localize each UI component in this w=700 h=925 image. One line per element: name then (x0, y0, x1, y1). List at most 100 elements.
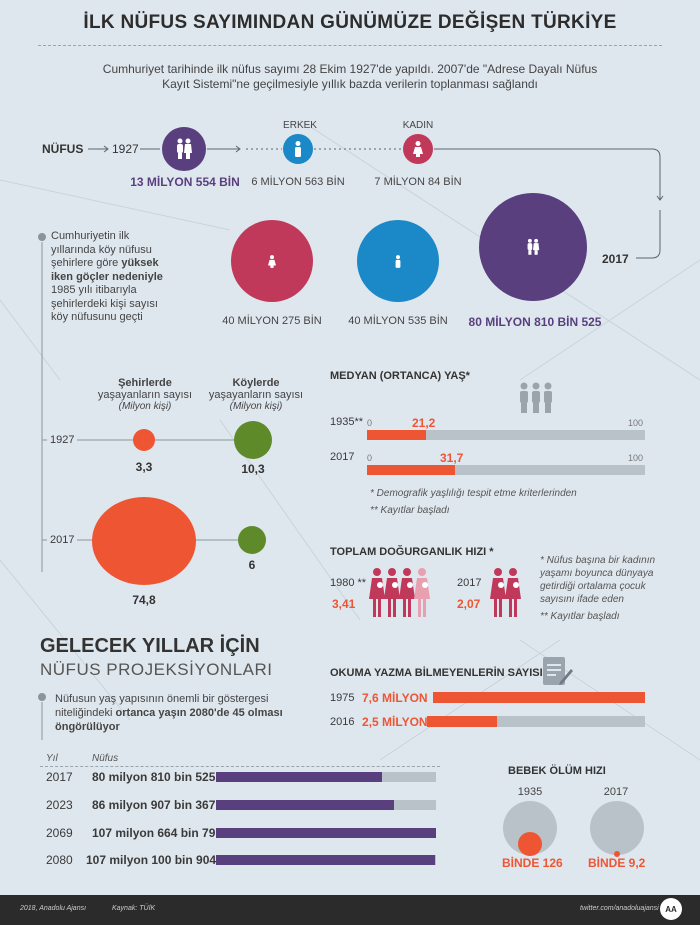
total-1927-circle (162, 127, 206, 171)
male-1927-value: 6 MİLYON 563 BİN (251, 176, 345, 188)
infant-year-2: 2017 (603, 786, 629, 798)
projection-col-pop: Nüfus (92, 753, 119, 764)
village-2017-circle (238, 526, 266, 554)
infant-value-2: BİNDE 9,2 (588, 856, 646, 870)
fertility-note-2: yaşamı boyunca dünyaya (540, 568, 654, 579)
projection-bar-fill (216, 772, 382, 782)
projection-row: 2017 80 milyon 810 bin 525 (46, 770, 441, 790)
median-year: 1935** (330, 416, 364, 428)
median-max: 100 (628, 418, 644, 428)
female-1927-value: 7 MİLYON 84 BİN (374, 176, 462, 188)
city-1927-circle (133, 429, 155, 451)
year-2017: 2017 (602, 252, 629, 266)
median-row-2: 2017 0 100 31,7 (330, 445, 645, 475)
infant-value-1: BİNDE 126 (502, 856, 563, 870)
projection-pop: 107 milyon 100 bin 904 (86, 853, 217, 867)
literacy-row: 1975 7,6 MİLYON (330, 690, 645, 710)
literacy-bar-fill (433, 692, 645, 703)
footer-copyright: 2018, Anadolu Ajansı (20, 905, 87, 912)
median-value: 31,7 (440, 451, 464, 465)
fertility-notes: * Nüfus başına bir kadının yaşamı boyunc… (540, 554, 655, 623)
infant-2017-rate-dot (614, 851, 620, 857)
projection-pop: 107 milyon 664 bin 79 (92, 826, 216, 840)
aa-logo-icon: AA (660, 898, 682, 920)
projection-row: 2080 107 milyon 100 bin 904 (46, 853, 441, 873)
projection-text-3: öngörülüyor (55, 721, 120, 733)
projection-text-2: niteliğindeki ortanca yaşın 2080'de 45 o… (55, 706, 283, 720)
page-subtitle: Cumhuriyet tarihinde ilk nüfus sayımı 28… (60, 62, 640, 92)
subtitle-line-2: Kayıt Sistemi"ne geçilmesiyle yıllık baz… (162, 77, 538, 91)
projection-title: GELECEK YILLAR İÇİN (40, 635, 260, 657)
median-bar-fill (367, 430, 426, 440)
male-2017-circle (357, 220, 439, 302)
village-2017-value: 6 (248, 558, 256, 572)
fertility-value-2: 2,07 (457, 597, 481, 611)
projection-bar-fill (216, 828, 436, 838)
literacy-title: OKUMA YAZMA BİLMEYENLERİN SAYISI (330, 667, 543, 679)
literacy-year: 2016 (330, 716, 355, 728)
median-bar-track (367, 465, 645, 475)
migration-line-2: yıllarında köy nüfusu (51, 243, 152, 256)
median-note-2: ** Kayıtlar başladı (370, 505, 450, 516)
village-subtitle: yaşayanların sayısı (208, 389, 304, 401)
literacy-row: 2016 2,5 MİLYON (330, 714, 645, 734)
mothers-2017-icon (490, 568, 521, 617)
projection-year: 2080 (46, 853, 73, 867)
village-unit: (Milyon kişi) (229, 401, 283, 412)
footer-bar: 2018, Anadolu Ajansı Kaynak: TÜİK twitte… (0, 895, 700, 925)
migration-line-3b: yüksek (121, 257, 159, 269)
footer-source: Kaynak: TÜİK (112, 905, 156, 912)
woman-icon (268, 254, 276, 268)
total-2017-circle (479, 193, 587, 301)
migration-line-3: şehirlere göre yüksek (51, 257, 163, 271)
projection-row: 2023 86 milyon 907 bin 367 (46, 798, 441, 818)
projection-text-2b: ortanca yaşın 2080'de 45 olması (115, 707, 283, 719)
man-icon (395, 254, 401, 268)
timeline-connectors (88, 145, 664, 259)
mothers-1980-icon (369, 568, 430, 617)
village-1927-value: 10,3 (241, 462, 265, 476)
title-divider (38, 45, 662, 46)
urban-year-1927: 1927 (47, 434, 78, 446)
literacy-value: 7,6 MİLYON (362, 691, 428, 705)
female-2017-circle (231, 220, 313, 302)
literacy-value: 2,5 MİLYON (362, 715, 428, 729)
total-2017-value: 80 MİLYON 810 BİN 525 (468, 315, 602, 329)
footer-twitter-link[interactable]: twitter.com/anadoluajansi (580, 905, 659, 912)
document-icon (543, 657, 573, 685)
female-1927-circle (403, 134, 433, 164)
projection-text: Nüfusun yaş yapısının önemli bir gösterg… (55, 692, 283, 734)
projection-subtitle: NÜFUS PROJEKSİYONLARI (40, 660, 273, 679)
family-icon (177, 138, 192, 159)
median-year: 2017 (330, 451, 355, 463)
infant-2017-circle (590, 801, 644, 855)
fertility-note-3: getirdiği ortalama çocuk (540, 581, 646, 592)
population-label: NÜFUS (42, 142, 84, 156)
village-heading: Köylerde yaşayanların sayısı (Milyon kiş… (196, 377, 316, 412)
city-heading: Şehirlerde yaşayanların sayısı (Milyon k… (85, 377, 205, 412)
infant-title: BEBEK ÖLÜM HIZI (508, 765, 606, 777)
projection-divider (40, 766, 440, 767)
median-min: 0 (367, 453, 373, 463)
projection-year: 2023 (46, 798, 73, 812)
projection-text-2a: niteliğindeki (55, 707, 116, 719)
page-title: İLK NÜFUS SAYIMINDAN GÜNÜMÜZE DEĞİŞEN TÜ… (83, 12, 617, 33)
projection-bar-fill (216, 800, 394, 810)
migration-line-4: iken göçler nedeniyle (51, 270, 163, 283)
migration-line-5: 1985 yılı itibarıyla (51, 284, 137, 296)
woman-icon (413, 141, 423, 157)
village-title: Köylerde (232, 377, 280, 389)
projection-year: 2069 (46, 826, 73, 840)
city-unit: (Milyon kişi) (118, 401, 172, 412)
projection-pop: 80 milyon 810 bin 525 (92, 770, 216, 784)
fertility-value-1: 3,41 (332, 597, 356, 611)
village-1927-circle (234, 421, 272, 459)
fertility-note-1: * Nüfus başına bir kadının (540, 555, 656, 566)
median-bar-fill (367, 465, 455, 475)
aa-logo-text: AA (665, 904, 677, 914)
projection-bar-fill (216, 855, 435, 865)
city-subtitle: yaşayanların sayısı (97, 389, 193, 401)
total-1927-value: 13 MİLYON 554 BİN (130, 175, 240, 189)
fertility-year-1: 1980 ** (330, 577, 367, 589)
projection-text-line (38, 693, 46, 740)
